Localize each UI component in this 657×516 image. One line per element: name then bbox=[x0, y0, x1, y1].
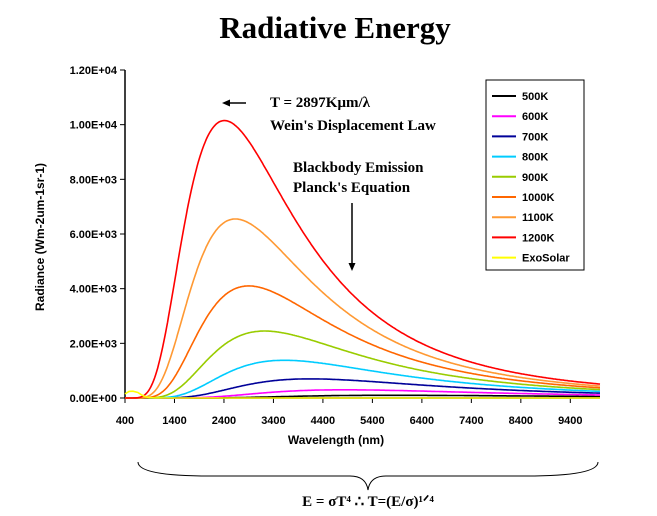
wien-arrow-head bbox=[222, 99, 230, 107]
y-tick-label: 4.00E+03 bbox=[70, 284, 117, 296]
legend-label-500k: 500K bbox=[522, 91, 548, 103]
series-1100k-line bbox=[125, 218, 601, 399]
series-1200k-line bbox=[125, 119, 601, 399]
x-tick-label: 7400 bbox=[459, 415, 483, 427]
series-1000k-line bbox=[125, 285, 600, 399]
series-700k-line bbox=[125, 378, 600, 399]
legend-label-900k: 900K bbox=[522, 172, 548, 184]
y-tick-label: 2.00E+03 bbox=[70, 338, 117, 350]
brace bbox=[137, 461, 599, 491]
series-exosolar-line bbox=[124, 390, 600, 399]
legend-label-700k: 700K bbox=[522, 131, 548, 143]
x-tick-label: 6400 bbox=[410, 415, 434, 427]
y-ticks: 0.00E+00 2.00E+03 4.00E+03 6.00E+03 8.00E+03… bbox=[70, 65, 125, 405]
legend-label-600k: 600K bbox=[522, 111, 548, 123]
series-curves bbox=[124, 119, 601, 399]
wien-formula: T = 2897Kμm/λ bbox=[270, 95, 371, 111]
legend-label-1000k: 1000K bbox=[522, 192, 554, 204]
legend-label-1200k: 1200K bbox=[522, 232, 554, 244]
x-tick-label: 8400 bbox=[509, 415, 533, 427]
x-tick-label: 1400 bbox=[162, 415, 186, 427]
legend-label-800k: 800K bbox=[522, 152, 548, 164]
x-tick-label: 3400 bbox=[261, 415, 285, 427]
planck-title: Blackbody Emission bbox=[293, 160, 424, 176]
stefan-boltzmann-equation: E = σT⁴ ∴ T=(E/σ)¹ᐟ⁴ bbox=[302, 494, 434, 510]
y-tick-label: 0.00E+00 bbox=[70, 393, 117, 405]
y-tick-label: 1.20E+04 bbox=[70, 65, 118, 77]
x-tick-label: 400 bbox=[116, 415, 134, 427]
planck-arrow-head bbox=[348, 263, 356, 271]
x-axis-label: Wavelength (nm) bbox=[288, 433, 384, 447]
y-tick-label: 6.00E+03 bbox=[70, 229, 117, 241]
x-tick-label: 2400 bbox=[212, 415, 236, 427]
y-tick-label: 1.00E+04 bbox=[70, 120, 118, 132]
chart-title: Radiative Energy bbox=[219, 10, 451, 45]
legend: 500K 600K 700K 800K 900K 1000K 1100K 1200K ExoSo… bbox=[485, 79, 585, 271]
x-tick-label: 9400 bbox=[558, 415, 582, 427]
legend-label-exosolar: ExoSolar bbox=[522, 253, 570, 265]
y-axis-label: Radiance (Wm-2um-1sr-1) bbox=[33, 163, 47, 311]
x-ticks: 400 1400 2400 3400 4400 5400 6400 7400 8400 9400 bbox=[116, 398, 583, 427]
wien-label: Wein's Displacement Law bbox=[270, 118, 436, 134]
legend-label-1100k: 1100K bbox=[522, 212, 554, 224]
planck-label: Planck's Equation bbox=[293, 180, 411, 196]
y-tick-label: 8.00E+03 bbox=[70, 174, 117, 186]
x-tick-label: 4400 bbox=[311, 415, 335, 427]
series-900k-line bbox=[125, 330, 600, 399]
series-800k-line bbox=[125, 359, 601, 399]
x-tick-label: 5400 bbox=[360, 415, 384, 427]
